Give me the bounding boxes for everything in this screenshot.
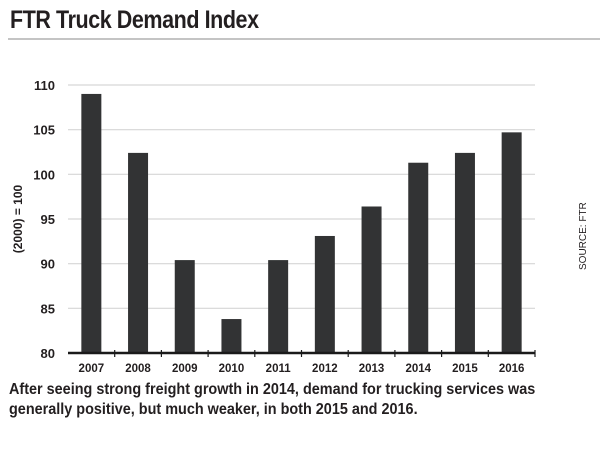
caption-line: generally positive, but much weaker, in … xyxy=(9,401,418,418)
x-tick-label: 2007 xyxy=(79,363,105,375)
y-tick-label: 95 xyxy=(41,212,55,227)
chart-title: FTR Truck Demand Index xyxy=(10,6,259,34)
bar xyxy=(81,93,102,353)
x-tick-label: 2010 xyxy=(219,363,245,375)
bar xyxy=(361,206,382,353)
bar xyxy=(174,260,195,353)
y-tick-label: 85 xyxy=(41,301,55,316)
y-tick-label: 105 xyxy=(33,123,55,138)
y-axis-label: (2000) = 100 xyxy=(11,184,25,253)
x-tick-label: 2013 xyxy=(359,363,385,375)
bar xyxy=(408,162,429,353)
y-tick-label: 80 xyxy=(41,346,55,361)
caption-line: After seeing strong freight growth in 20… xyxy=(9,381,536,398)
bar xyxy=(454,152,475,353)
title-divider xyxy=(8,38,600,40)
bar xyxy=(221,319,242,353)
bar xyxy=(501,132,522,353)
bar-chart: 80 85 90 95 100 105 110 (2000) = 100 2007 2008 200… xyxy=(11,78,536,375)
caption: After seeing strong freight growth in 20… xyxy=(9,380,567,420)
bar xyxy=(314,235,335,353)
bar xyxy=(128,152,149,353)
x-tick-label: 2016 xyxy=(499,363,525,375)
y-tick-label: 100 xyxy=(33,167,55,182)
x-tick-label: 2011 xyxy=(266,363,292,375)
x-tick-label: 2009 xyxy=(172,363,198,375)
x-tick-label: 2012 xyxy=(312,363,338,375)
source-label: SOURCE: FTR xyxy=(578,202,589,270)
bar xyxy=(268,260,289,353)
x-tick-label: 2015 xyxy=(452,363,478,375)
x-tick-label: 2008 xyxy=(125,363,151,375)
y-tick-label: 90 xyxy=(41,257,55,272)
y-tick-label: 110 xyxy=(34,78,55,93)
x-tick-label: 2014 xyxy=(405,363,431,375)
